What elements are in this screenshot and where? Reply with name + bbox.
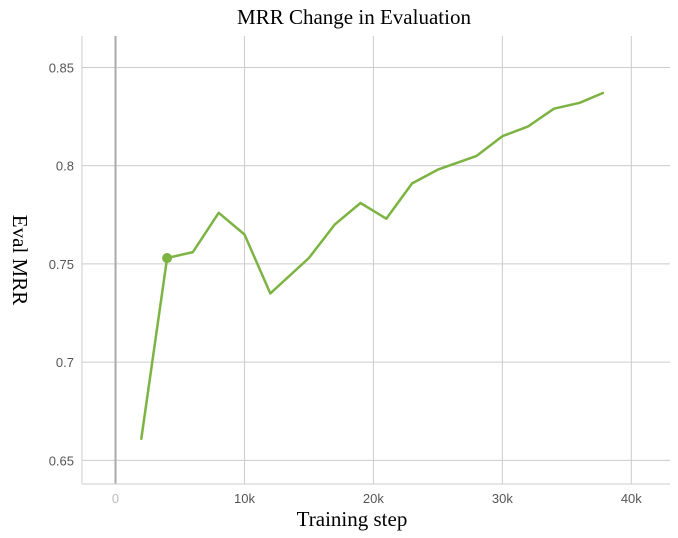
y-tick-label: 0.7: [56, 355, 74, 370]
x-tick-label: 40k: [621, 491, 642, 506]
y-tick-label: 0.75: [49, 257, 74, 272]
x-tick-label: 0: [112, 491, 119, 506]
tick-labels: 0.65 0.7 0.75 0.8 0.85 0 10k 20k 30k 40k: [49, 60, 643, 506]
y-tick-label: 0.85: [49, 60, 74, 75]
y-tick-label: 0.65: [49, 453, 74, 468]
grid: [82, 36, 670, 484]
y-tick-label: 0.8: [56, 159, 74, 174]
x-tick-label: 20k: [363, 491, 384, 506]
x-tick-label: 30k: [492, 491, 513, 506]
x-axis-title: Training step: [297, 507, 408, 531]
y-axis-title: Eval MRR: [8, 215, 32, 305]
highlight-point: [162, 253, 173, 264]
series-line: [140, 91, 605, 441]
chart-title: MRR Change in Evaluation: [237, 5, 471, 29]
plot-area: [140, 91, 605, 441]
x-tick-label: 10k: [234, 491, 255, 506]
axes: [81, 36, 670, 485]
